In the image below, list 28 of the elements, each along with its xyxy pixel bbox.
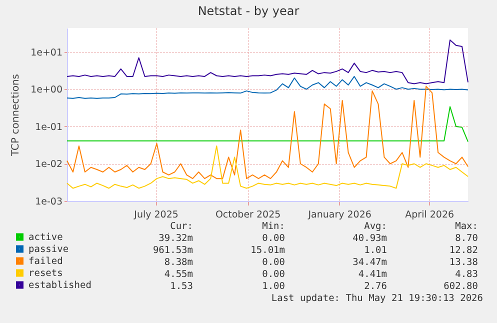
text: 8.38m 0.00 34.47m 13.38 [164, 257, 478, 268]
line-series [66, 106, 468, 142]
legend-label: passive [28, 244, 69, 255]
legend-label: established [28, 280, 92, 291]
line-series [66, 86, 468, 180]
x-tick-label: October 2025 [215, 210, 281, 220]
x-tick-label: January 2026 [307, 210, 372, 220]
text: Last update: Thu May 21 19:30:13 2026 [271, 293, 483, 305]
y-tick-label: 1e+01 [30, 47, 62, 58]
legend-label: resets [28, 268, 63, 279]
text: 1.53 1.00 2.76 602.80 [170, 281, 478, 292]
text: 4.55m 0.00 4.41m 4.83 [164, 269, 478, 280]
chart-title: Netstat - by year [198, 4, 300, 18]
legend-label: active [28, 232, 64, 243]
y-tick-label: 1e-01 [35, 122, 62, 133]
legend-label: failed [28, 256, 63, 267]
x-tick-label: April 2026 [405, 210, 454, 220]
line-series [66, 145, 468, 189]
y-tick-label: 1e-03 [35, 196, 62, 208]
text: 39.32m 0.00 40.93m 8.70 [158, 233, 478, 244]
x-tick-label: July 2025 [133, 210, 178, 220]
line-series [66, 39, 468, 84]
y-axis-title: TCP connections [10, 74, 22, 158]
y-tick-label: 1e-02 [35, 159, 62, 170]
text: 961.53m 15.01m 1.01 12.82 [152, 245, 478, 256]
y-tick-label: 1e+00 [30, 84, 62, 96]
text: Cur: Min: Avg: Max: [170, 221, 478, 232]
line-series [66, 76, 468, 99]
